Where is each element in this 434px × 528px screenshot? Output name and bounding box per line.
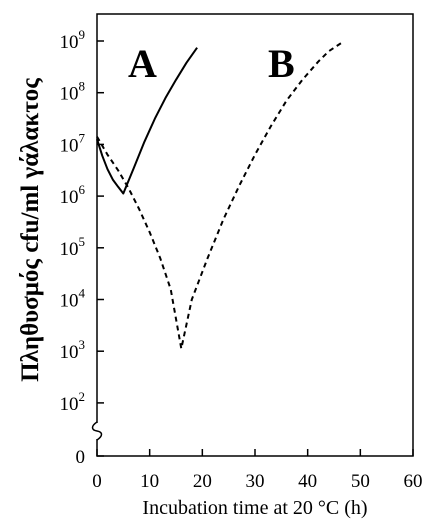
x-axis-title: Incubation time at 20 °C (h) xyxy=(142,497,367,519)
x-tick-label: 50 xyxy=(351,471,370,492)
x-tick-label: 40 xyxy=(298,471,317,492)
y-tick-label: 102 xyxy=(60,389,86,415)
curve-label-b: B xyxy=(268,41,295,86)
y-tick-label: 107 xyxy=(60,130,86,156)
y-axis-title: Πληθυσμός cfu/ml γάλακτος xyxy=(17,78,44,382)
y-tick-label: 108 xyxy=(60,79,86,105)
y-tick-label: 103 xyxy=(60,337,86,363)
y-tick-label: 106 xyxy=(60,182,86,208)
x-tick-label: 10 xyxy=(140,471,159,492)
series-line-a xyxy=(96,47,198,195)
y-tick-label: 104 xyxy=(60,286,86,312)
curve-label-a: A xyxy=(128,41,157,86)
x-tick-label: 0 xyxy=(92,471,102,492)
series-line-b xyxy=(96,41,343,350)
y-tick-label-zero: 0 xyxy=(76,447,86,468)
x-tick-label: 30 xyxy=(246,471,265,492)
x-tick-label: 20 xyxy=(193,471,212,492)
y-axis-ticks: 102 103 104 105 106 107 108 109 0 xyxy=(60,27,104,468)
series-layer xyxy=(96,41,343,350)
y-axis-break-mark xyxy=(91,421,103,441)
x-tick-label: 60 xyxy=(404,471,423,492)
y-tick-label: 105 xyxy=(60,234,86,260)
y-tick-label: 109 xyxy=(60,27,86,53)
x-axis-ticks: 0 10 20 30 40 50 60 xyxy=(92,449,423,492)
